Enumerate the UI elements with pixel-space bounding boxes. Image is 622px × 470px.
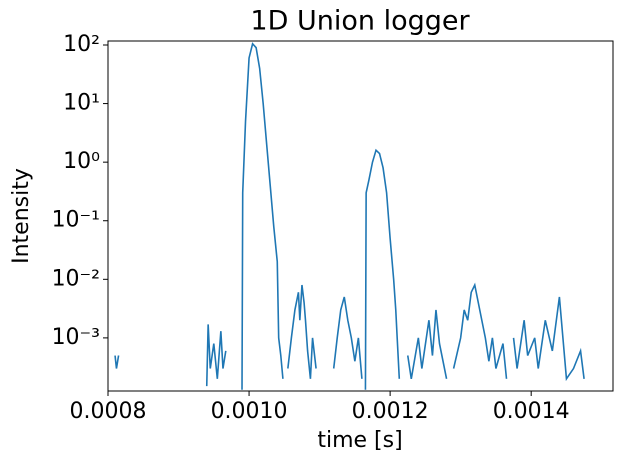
data-line: [114, 42, 585, 390]
y-tick-label: 10⁰: [63, 149, 100, 174]
y-tick-label: 10²: [63, 32, 100, 57]
y-tick-label: 10⁻¹: [52, 208, 100, 233]
y-axis-label: Intensity: [9, 168, 34, 264]
x-tick-label: 0.0010: [211, 399, 288, 424]
chart-title: 1D Union logger: [250, 6, 470, 37]
y-tick-label: 10⁻³: [52, 325, 100, 350]
x-tick-label: 0.0014: [493, 399, 570, 424]
plot-frame: [107, 40, 614, 392]
x-axis-label: time [s]: [317, 428, 402, 453]
x-tick-label: 0.0012: [352, 399, 429, 424]
y-tick-label: 10⁻²: [52, 266, 100, 291]
x-tick-label: 0.0008: [70, 399, 147, 424]
y-tick-label: 10¹: [63, 91, 100, 116]
